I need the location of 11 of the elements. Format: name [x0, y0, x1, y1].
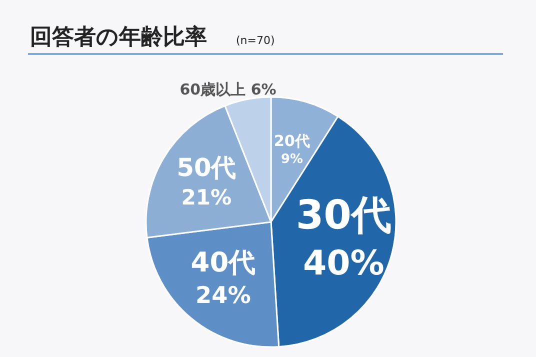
slice-label: 60歳以上 6% — [180, 80, 276, 98]
slice-label: 30代 — [296, 192, 392, 239]
data-label: 21% — [181, 184, 232, 210]
data-label: 24% — [196, 283, 251, 310]
slice-label: 40代 — [190, 247, 256, 278]
chart-subtitle: (n=70) — [236, 34, 275, 47]
data-label: 9% — [280, 152, 303, 168]
chart-title: 回答者の年齢比率 — [30, 24, 207, 50]
data-label: 40% — [302, 244, 384, 284]
slice-label: 50代 — [176, 152, 236, 182]
slice-label: 20代 — [274, 132, 310, 150]
